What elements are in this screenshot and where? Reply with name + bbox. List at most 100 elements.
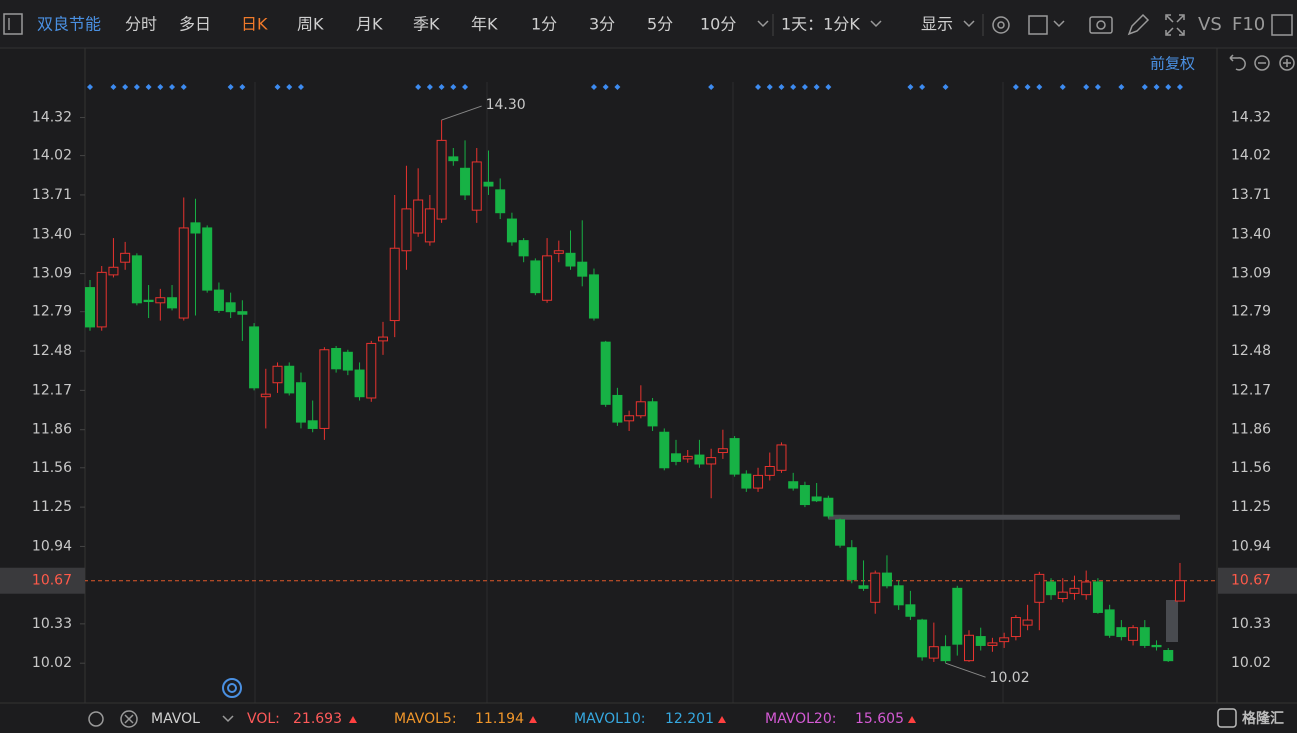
signal-marker: [145, 84, 152, 90]
candle-body: [835, 519, 846, 546]
fullscreen-icon[interactable]: [1165, 14, 1185, 36]
signal-marker: [87, 84, 93, 90]
signal-marker: [110, 84, 117, 90]
candle-body: [190, 222, 201, 234]
chevron[interactable]: [963, 20, 975, 28]
candle-body: [729, 438, 740, 475]
period-tab[interactable]: 月K: [356, 15, 383, 34]
mavol10-value: 12.201: [665, 711, 714, 727]
signal-marker: [614, 84, 621, 90]
settings-icon[interactable]: [992, 16, 1010, 34]
period-tab[interactable]: 年K: [471, 15, 498, 34]
y-tick-label: 14.32: [32, 110, 72, 126]
candle-body: [518, 240, 529, 257]
candle-body: [600, 341, 611, 405]
footer-close[interactable]: [120, 710, 138, 728]
candle-body: [753, 474, 764, 489]
footer-settings[interactable]: [88, 711, 104, 727]
candle-body: [424, 208, 435, 243]
candle-body: [1092, 581, 1103, 613]
candle-body: [612, 394, 623, 423]
period-tab[interactable]: 1分: [531, 15, 557, 34]
zoom-out[interactable]: [1254, 55, 1270, 71]
candle-body: [694, 454, 705, 465]
candle-body: [940, 646, 951, 662]
pencil-icon[interactable]: [1127, 13, 1150, 36]
signal-marker: [415, 84, 422, 90]
period-tab[interactable]: 3分: [589, 15, 615, 34]
stock-name[interactable]: 双良节能: [37, 15, 101, 34]
candle-body: [413, 199, 424, 234]
period-tab[interactable]: 10分: [700, 15, 736, 34]
display-menu[interactable]: 显示: [921, 15, 953, 34]
signal-marker: [1036, 84, 1043, 90]
y-tick-label: 11.56: [32, 460, 72, 476]
period-select[interactable]: 1天：1分K: [781, 15, 860, 34]
candle-body: [905, 604, 916, 617]
zoom-in[interactable]: [1279, 55, 1295, 71]
signal-marker: [239, 84, 246, 90]
candle-body: [85, 287, 95, 328]
candle-body: [202, 227, 213, 291]
up-arrow: [349, 716, 357, 723]
mavol5-label: MAVOL5:: [394, 711, 457, 727]
adjust-select[interactable]: 前复权: [1150, 55, 1195, 73]
period-tab[interactable]: 周K: [297, 15, 324, 34]
y-tick-label-right: 13.09: [1231, 266, 1271, 282]
f10-button[interactable]: F10: [1232, 14, 1265, 35]
candle-body: [401, 208, 412, 252]
candle-body: [659, 431, 670, 469]
candle-body: [1069, 587, 1080, 594]
up-arrow: [908, 716, 916, 723]
last-price-box: [0, 567, 85, 594]
period-tab[interactable]: 5分: [647, 15, 673, 34]
candle-body: [846, 547, 857, 580]
candle-body: [1104, 609, 1115, 636]
candle-body: [96, 271, 107, 328]
camera-lens: [1096, 20, 1106, 30]
chevron[interactable]: [1053, 20, 1065, 28]
chevron[interactable]: [222, 715, 234, 723]
candle-body: [460, 167, 471, 196]
color-box[interactable]: [1028, 15, 1048, 35]
y-tick-label-right: 10.33: [1231, 616, 1271, 632]
period-tab[interactable]: 多日: [179, 15, 211, 34]
chevron[interactable]: [870, 20, 882, 28]
settings-icon-core: [997, 21, 1005, 29]
vs-button[interactable]: VS: [1198, 14, 1222, 35]
y-tick-label: 12.17: [32, 382, 72, 398]
chevron[interactable]: [757, 20, 769, 28]
y-tick-label: 10.33: [32, 616, 72, 632]
candle-body: [237, 311, 248, 315]
toolbar: [0, 0, 1297, 48]
y-tick-label: 14.02: [32, 148, 72, 164]
mavol10-label: MAVOL10:: [574, 711, 645, 727]
period-tab[interactable]: 分时: [125, 15, 157, 34]
candle-body: [542, 255, 553, 301]
y-tick-label-right: 14.02: [1231, 148, 1271, 164]
candle-body: [788, 481, 799, 489]
candle-body: [565, 252, 576, 267]
signal-marker: [286, 84, 293, 90]
undo-icon[interactable]: [1229, 54, 1246, 71]
y-tick-label: 13.71: [32, 187, 72, 203]
signal-marker: [1118, 84, 1125, 90]
signal-marker: [462, 84, 469, 90]
y-tick-label: 11.25: [32, 499, 72, 515]
candle-body: [635, 401, 646, 417]
camera-icon[interactable]: [1089, 16, 1113, 34]
period-tab[interactable]: 日K: [241, 15, 268, 34]
sidebar-toggle[interactable]: [3, 13, 23, 35]
search-icon[interactable]: [222, 678, 242, 698]
candle-body: [448, 156, 459, 162]
signal-marker: [438, 84, 445, 90]
signal-marker: [766, 84, 773, 90]
signal-marker: [942, 84, 949, 90]
panel-icon[interactable]: [1271, 14, 1293, 36]
candle-body: [471, 161, 482, 211]
period-tab[interactable]: 季K: [413, 15, 440, 34]
last-price-label: 10.67: [32, 573, 72, 589]
signal-marker: [157, 84, 164, 90]
indicator-name[interactable]: MAVOL: [151, 711, 200, 727]
